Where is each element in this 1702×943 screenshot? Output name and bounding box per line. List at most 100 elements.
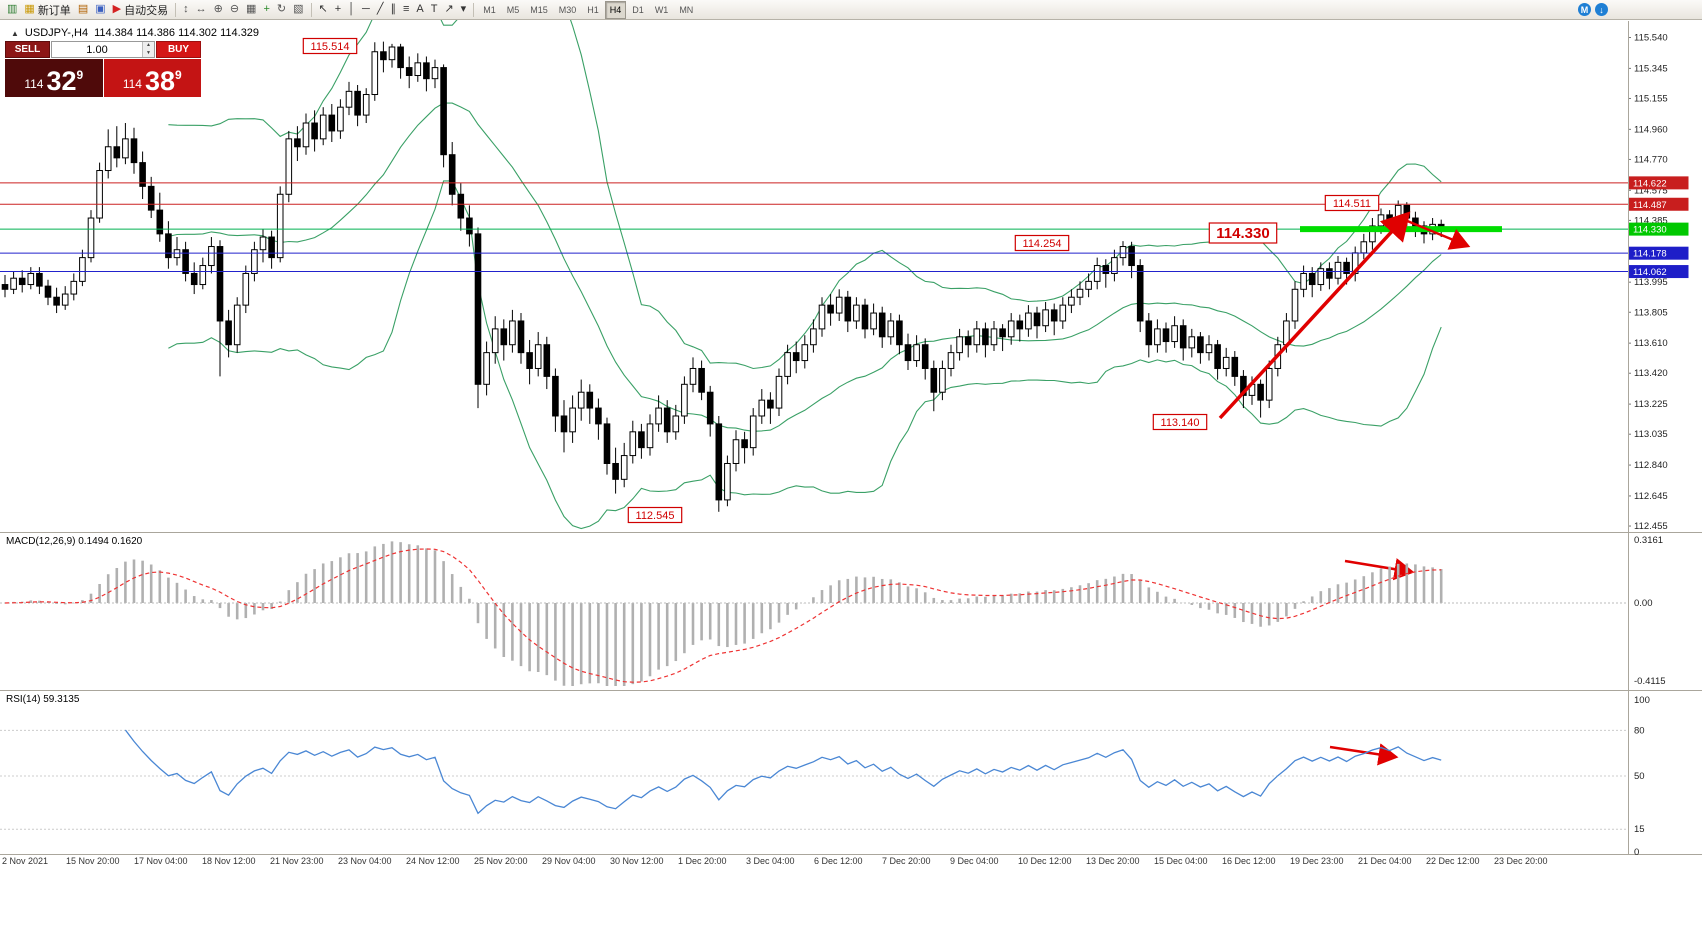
bollinger-bands xyxy=(168,0,1442,530)
timeframe-w1-button[interactable]: W1 xyxy=(654,4,669,15)
refresh-icon[interactable]: ↻ xyxy=(274,1,289,19)
volume-down-button[interactable]: ▼ xyxy=(143,49,154,57)
price-line-badge-114.062: 114.062 xyxy=(1628,265,1689,279)
time-axis-label: 23 Nov 04:00 xyxy=(338,856,392,866)
cursor-icon-glyph: ↖ xyxy=(318,3,328,15)
time-axis-label: 24 Nov 12:00 xyxy=(406,856,460,866)
new-order-button-label: 新订单 xyxy=(37,4,71,17)
arrows-dropdown-icon-glyph: ▾ xyxy=(460,3,467,15)
timeframe-h4-button[interactable]: H4 xyxy=(604,0,627,19)
sell-button[interactable]: SELL xyxy=(5,41,50,58)
buy-button[interactable]: BUY xyxy=(156,41,201,58)
macd-tick-label: -0.4115 xyxy=(1634,676,1666,687)
price-tick-label: 112.455 xyxy=(1634,521,1668,532)
price-callout-112.545[interactable]: 112.545 xyxy=(627,506,683,524)
trend-arrow-1[interactable] xyxy=(1218,211,1411,420)
tile-windows-icon[interactable]: ▦ xyxy=(243,1,259,19)
price-callout-114.511[interactable]: 114.511 xyxy=(1324,194,1380,212)
timeframe-m5-button[interactable]: M5 xyxy=(506,4,520,15)
crosshair-icon[interactable]: + xyxy=(332,1,344,19)
price-tick-label: 114.575 xyxy=(1634,185,1668,196)
live-update-icon[interactable]: ↓ xyxy=(1595,3,1608,16)
trendline-icon-glyph: ╱ xyxy=(376,3,384,15)
vertical-line-icon[interactable]: │ xyxy=(345,1,358,19)
timeframe-m15-button[interactable]: M15 xyxy=(530,4,548,15)
candlestick-chart-icon-glyph: ▥ xyxy=(7,3,18,15)
timeframe-h1-button[interactable]: H1 xyxy=(587,4,599,15)
vertical-line-icon-glyph: │ xyxy=(348,3,356,15)
bollinger-lower-band xyxy=(168,180,1442,530)
svg-text:114.254: 114.254 xyxy=(1023,238,1062,250)
arrows-dropdown-icon[interactable]: ▾ xyxy=(458,1,470,19)
timeframe-m30-button[interactable]: M30 xyxy=(558,4,577,15)
price-tick-label: 115.540 xyxy=(1634,33,1668,44)
price-tick-label: 113.420 xyxy=(1634,368,1668,379)
market-depth-icon[interactable]: ▤ xyxy=(75,1,91,19)
new-order-button[interactable]: ▦ 新订单 xyxy=(21,1,73,19)
volume-up-button[interactable]: ▲ xyxy=(143,42,154,50)
horizontal-scale-icon[interactable]: ↔ xyxy=(193,1,210,19)
trend-arrow-2[interactable] xyxy=(1399,216,1471,250)
volume-input[interactable] xyxy=(52,42,143,57)
horizontal-line-icon-glyph: ─ xyxy=(362,3,370,15)
auto-trading-button[interactable]: ▶ 自动交易 xyxy=(110,1,171,19)
mailbox-icon[interactable]: ▧ xyxy=(290,1,306,19)
price-tick-label: 114.385 xyxy=(1634,215,1668,226)
trend-arrow-4[interactable] xyxy=(1329,743,1399,766)
timeframe-mn-button[interactable]: MN xyxy=(679,4,694,15)
one-click-trading-panel: SELL ▲ ▼ BUY 114 32 9 114 38 9 xyxy=(5,41,201,97)
bollinger-middle-band xyxy=(168,102,1442,432)
price-tick-label: 113.805 xyxy=(1634,307,1668,318)
time-axis-label: 19 Dec 23:00 xyxy=(1290,856,1344,866)
price-callout-114.254[interactable]: 114.254 xyxy=(1014,234,1070,252)
zoom-in-icon[interactable]: ⊕ xyxy=(211,1,226,19)
price-callout-113.140[interactable]: 113.140 xyxy=(1152,413,1208,431)
svg-text:112.545: 112.545 xyxy=(636,510,675,522)
price-scale[interactable]: 115.540 115.345 115.155 114.960 114.770 114.5… xyxy=(1628,33,1689,533)
tile-windows-icon-glyph: ▦ xyxy=(246,3,257,15)
sell-price-big: 32 xyxy=(46,66,77,97)
sell-price-display[interactable]: 114 32 9 xyxy=(5,59,103,97)
buy-price-display[interactable]: 114 38 9 xyxy=(103,59,201,97)
indicators-icon[interactable]: + xyxy=(260,1,272,19)
text-icon[interactable]: A xyxy=(413,1,426,19)
trendline-icon[interactable]: ╱ xyxy=(374,1,387,19)
refresh-icon-glyph: ↻ xyxy=(276,3,287,15)
macd-indicator-label: MACD(12,26,9) 0.1494 0.1620 xyxy=(6,536,143,547)
price-callout-115.514[interactable]: 115.514 xyxy=(302,37,358,55)
crosshair-icon-glyph: + xyxy=(334,3,342,15)
ohlc-values: 114.384 114.386 114.302 114.329 xyxy=(94,27,260,39)
symbol-marker-icon: ▲ xyxy=(11,28,19,38)
vertical-scale-icon[interactable]: ↕ xyxy=(180,1,192,19)
market-watch-icon[interactable]: ▣ xyxy=(92,1,108,19)
buy-price-sup: 9 xyxy=(175,68,182,82)
price-tick-label: 114.960 xyxy=(1634,124,1668,135)
timeframe-d1-button[interactable]: D1 xyxy=(632,4,644,15)
toolbar-separator xyxy=(175,2,177,17)
rsi-tick-label: 80 xyxy=(1634,725,1645,736)
svg-text:115.514: 115.514 xyxy=(311,41,350,53)
sell-price-sup: 9 xyxy=(76,68,84,82)
mql5-community-icon[interactable]: M xyxy=(1578,3,1591,16)
zoom-in-icon-glyph: ⊕ xyxy=(213,3,223,15)
fibonacci-icon[interactable]: ≡ xyxy=(400,1,412,19)
symbol-timeframe-label: USDJPY-,H4 xyxy=(24,27,89,39)
candlestick-chart-icon[interactable]: ▥ xyxy=(4,1,20,19)
time-axis-label: 7 Dec 20:00 xyxy=(882,856,931,866)
price-callout-114.330[interactable]: 114.330 xyxy=(1208,222,1278,244)
arrows-tool-icon[interactable]: ↗ xyxy=(441,1,456,19)
horizontal-line-icon[interactable]: ─ xyxy=(359,1,373,19)
time-axis-label: 30 Nov 12:00 xyxy=(610,856,664,866)
equidistant-channel-icon[interactable]: ∥ xyxy=(387,1,399,19)
price-tick-label: 113.035 xyxy=(1634,429,1668,440)
market-watch-icon-glyph: ▣ xyxy=(95,3,106,15)
toolbar: ▥ ▦ 新订单 ▤ ▣ ▶ 自动交易 ↕ ↔ ⊕ ⊖ ▦ + ↻ ▧ ↖ + │ ─ ╱ ∥ ≡ A T ↗ ▾ M1 M5 M15 M… xyxy=(0,0,1702,20)
cursor-icon[interactable]: ↖ xyxy=(316,1,331,19)
text-label-icon[interactable]: T xyxy=(428,1,441,19)
zoom-out-icon[interactable]: ⊖ xyxy=(227,1,242,19)
price-tick-label: 112.840 xyxy=(1634,460,1668,471)
trend-arrow-3[interactable] xyxy=(1344,558,1415,581)
timeframe-m1-button[interactable]: M1 xyxy=(483,4,496,15)
price-line-badge-114.330: 114.330 xyxy=(1628,222,1689,236)
